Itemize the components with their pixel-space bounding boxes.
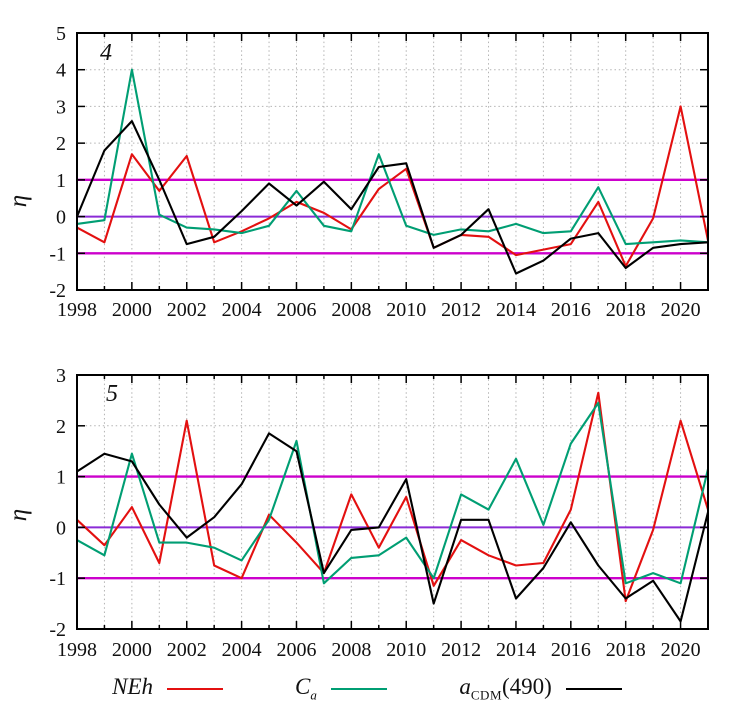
x-tick-label: 2018 <box>606 639 646 661</box>
series-line-ca <box>76 68 709 246</box>
series-line-ca <box>76 401 710 585</box>
plot-border <box>76 32 709 291</box>
y-tick-label: 0 <box>56 517 66 539</box>
legend-item-ca: Ca <box>295 674 388 704</box>
x-tick-label: 1998 <box>57 639 97 661</box>
y-tick-label: -2 <box>49 280 66 302</box>
series-line-acdm490 <box>76 432 710 623</box>
x-tick-label: 2008 <box>331 299 371 321</box>
x-tick-label: 2004 <box>222 639 262 661</box>
y-tick-label: 2 <box>56 133 66 155</box>
y-tick-label: 4 <box>56 60 66 82</box>
y-axis-label-bottom: η <box>5 508 32 522</box>
x-tick-label: 2006 <box>276 639 316 661</box>
x-tick-label: 2020 <box>661 299 701 321</box>
series-line-acdm490 <box>76 120 709 275</box>
x-tick-label: 2000 <box>112 299 152 321</box>
y-axis-label-top: η <box>5 194 32 208</box>
y-tick-label: 1 <box>56 467 66 489</box>
x-tick-label: 2014 <box>496 299 536 321</box>
y-tick-label: 1 <box>56 170 66 192</box>
x-tick-label: 2016 <box>551 639 591 661</box>
x-tick-label: 2014 <box>496 639 536 661</box>
series-line-neh <box>76 105 710 268</box>
x-tick-label: 2018 <box>606 299 646 321</box>
plot-border <box>76 374 709 630</box>
legend-label-neh: NEh <box>112 674 154 700</box>
x-tick-label: 1998 <box>57 299 97 321</box>
y-tick-label: 3 <box>56 365 66 387</box>
x-tick-label: 2010 <box>386 639 426 661</box>
x-tick-label: 2000 <box>112 639 152 661</box>
y-tick-label: 0 <box>56 207 66 229</box>
x-tick-label: 2016 <box>551 299 591 321</box>
axis-ticks <box>76 32 709 291</box>
x-tick-label: 2006 <box>276 299 316 321</box>
bottom-chart-panel-5: -2 -1 0 1 2 3 1998 2000 2002 2004 2006 2008 2010 2012… <box>49 365 710 661</box>
x-tick-label: 2004 <box>222 299 262 321</box>
y-tick-label: -2 <box>49 619 66 641</box>
top-chart-panel-4: -2 -1 0 1 2 3 4 5 1998 2000 2002 2004 2006 2008 2010 20… <box>49 23 710 321</box>
legend-item-neh: NEh <box>112 674 224 704</box>
y-tick-label: 2 <box>56 416 66 438</box>
y-tick-label: -1 <box>49 243 66 265</box>
y-tick-label: 3 <box>56 96 66 118</box>
legend-item-acdm490: aCDM(490) <box>459 674 622 704</box>
axis-ticks <box>76 374 709 630</box>
x-tick-label: 2012 <box>441 639 481 661</box>
x-tick-label: 2008 <box>331 639 371 661</box>
panel-number-top: 4 <box>100 40 112 66</box>
legend-line-sample-black <box>565 687 622 691</box>
legend-label-ca: Ca <box>295 674 318 703</box>
legend: NEh Ca aCDM(490) <box>0 667 734 711</box>
y-tick-label: -1 <box>49 568 66 590</box>
x-tick-label: 2012 <box>441 299 481 321</box>
legend-line-sample-green <box>331 687 388 691</box>
x-tick-label: 2010 <box>386 299 426 321</box>
legend-line-sample-red <box>167 687 224 691</box>
legend-label-acdm490: aCDM(490) <box>459 674 552 703</box>
x-tick-label: 2020 <box>661 639 701 661</box>
y-tick-label: 5 <box>56 23 66 45</box>
panel-number-bottom: 5 <box>106 381 118 407</box>
x-tick-label: 2002 <box>167 639 207 661</box>
x-tick-label: 2002 <box>167 299 207 321</box>
